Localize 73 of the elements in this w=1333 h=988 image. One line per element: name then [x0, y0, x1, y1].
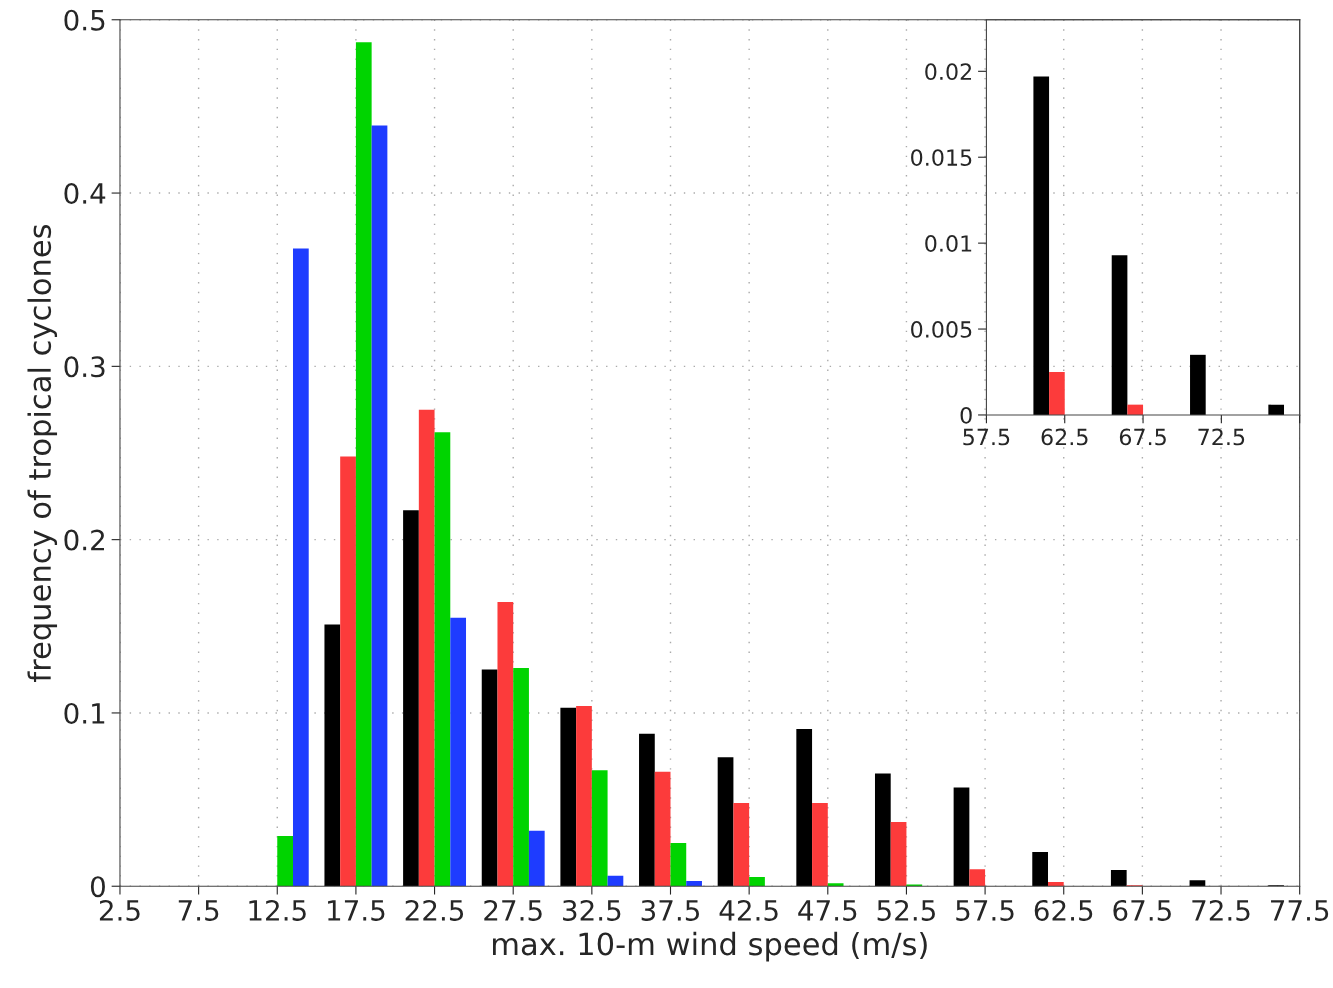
- bar: [403, 510, 419, 887]
- bar: [1049, 372, 1065, 415]
- bar: [812, 803, 828, 887]
- bar: [1110, 870, 1127, 887]
- bar: [890, 822, 907, 887]
- bar: [796, 729, 813, 887]
- bar: [827, 883, 844, 887]
- bar: [292, 248, 309, 887]
- bar: [1048, 881, 1064, 887]
- x-tick-label: 67.5: [1113, 899, 1171, 921]
- x-tick-label: 72.5: [1198, 428, 1245, 446]
- y-tick-label: 0.015: [911, 149, 972, 166]
- x-tick-label: 72.5: [1192, 899, 1250, 921]
- y-tick-label: 0.4: [64, 182, 106, 204]
- y-tick-label: 0.02: [925, 63, 971, 81]
- bar: [450, 617, 467, 887]
- bar: [1189, 880, 1206, 887]
- bar: [1111, 255, 1128, 415]
- y-tick-label: 0.5: [64, 9, 105, 31]
- x-tick-label: 57.5: [963, 428, 1010, 446]
- bar: [733, 803, 750, 887]
- x-tick-label: 32.5: [563, 899, 621, 921]
- bar: [654, 771, 671, 887]
- x-tick-label: 62.5: [1034, 899, 1093, 921]
- bar: [355, 42, 372, 887]
- y-tick-label: 0: [90, 876, 105, 898]
- bar: [497, 602, 514, 887]
- bar: [1032, 852, 1048, 887]
- bar: [1033, 76, 1050, 415]
- x-tick-label: 77.5: [1271, 900, 1329, 921]
- y-tick-label: 0.1: [64, 702, 105, 724]
- x-tick-label: 22.5: [405, 899, 464, 921]
- bar: [749, 876, 765, 887]
- x-tick-label: 37.5: [641, 899, 699, 921]
- y-tick-label: 0: [960, 406, 972, 424]
- bar: [874, 773, 891, 887]
- bar: [324, 624, 341, 887]
- y-tick-label: 0.2: [64, 529, 104, 551]
- y-axis-title: frequency of tropical cyclones: [27, 224, 58, 682]
- x-tick-label: 67.5: [1119, 428, 1166, 446]
- bar: [953, 787, 970, 887]
- x-tick-label: 52.5: [877, 899, 935, 921]
- bar: [481, 669, 498, 887]
- bar: [576, 706, 592, 887]
- bar: [686, 881, 702, 887]
- x-tick-label: 62.5: [1041, 428, 1088, 446]
- bar: [607, 875, 624, 887]
- bar: [434, 432, 451, 887]
- bar: [528, 830, 545, 887]
- bar: [371, 125, 388, 887]
- bar: [717, 757, 734, 887]
- x-tick-label: 17.5: [328, 900, 385, 921]
- y-tick-label: 0.01: [925, 235, 972, 252]
- bar: [418, 409, 435, 887]
- x-axis-title: max. 10-m wind speed (m/s): [493, 931, 927, 962]
- x-tick-label: 42.5: [719, 899, 778, 921]
- bar: [560, 707, 577, 887]
- bar: [1190, 354, 1206, 415]
- bar: [639, 733, 655, 887]
- x-tick-label: 12.5: [249, 899, 306, 921]
- x-tick-label: 2.5: [99, 899, 140, 921]
- bar: [513, 667, 529, 887]
- bar: [277, 835, 293, 887]
- x-tick-label: 57.5: [956, 900, 1014, 921]
- bar: [969, 869, 986, 887]
- x-tick-label: 27.5: [484, 899, 542, 921]
- x-tick-label: 47.5: [798, 900, 857, 921]
- bar: [670, 842, 687, 887]
- bar: [340, 456, 356, 887]
- y-tick-label: 0.3: [64, 356, 105, 378]
- bar: [591, 770, 608, 887]
- x-tick-label: 7.5: [178, 900, 219, 921]
- y-tick-label: 0.005: [911, 321, 972, 338]
